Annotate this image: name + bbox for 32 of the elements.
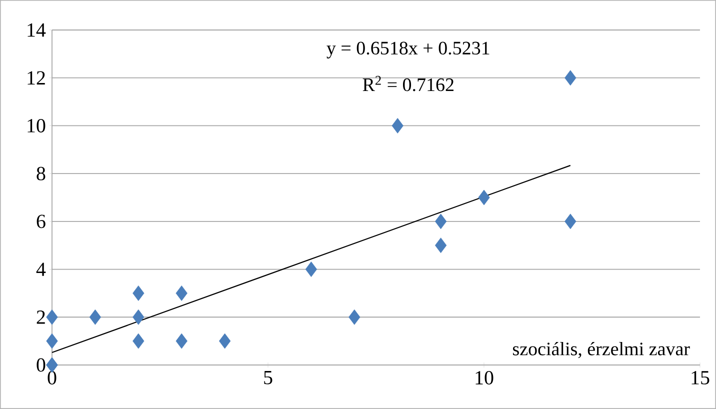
point [46,333,58,349]
y-tick-label: 4 [36,262,46,276]
point [348,309,360,325]
point [434,238,447,254]
y-tick-label: 14 [28,23,46,37]
point [478,190,490,206]
point [132,309,144,325]
point [132,333,144,349]
annotation: R$^{2}$ = 0.7162 [362,76,454,92]
annotation: y = 0.6518x + 0.5231 [326,42,490,58]
point [176,286,188,301]
point [176,333,188,349]
y-tick-label: 12 [28,71,45,84]
x-tick-label: 0 [48,371,56,385]
point [392,118,404,134]
point [564,70,576,86]
x-axis-title: szociális, érzelmi zavar [513,342,690,358]
y-tick-label: 0 [36,358,46,372]
point [89,309,102,325]
x-tick-label: 15 [692,371,710,384]
y-tick-label: 8 [36,166,46,180]
point [564,214,576,230]
point [132,286,144,301]
x-tick-label: 5 [264,371,272,384]
point [218,333,231,349]
y-tick-label: 10 [28,118,46,132]
x-tick-label: 10 [476,371,494,385]
y-tick-label: 6 [36,214,46,228]
point [46,309,58,325]
point [434,214,447,230]
point [305,262,318,277]
y-tick-label: 2 [36,310,45,324]
